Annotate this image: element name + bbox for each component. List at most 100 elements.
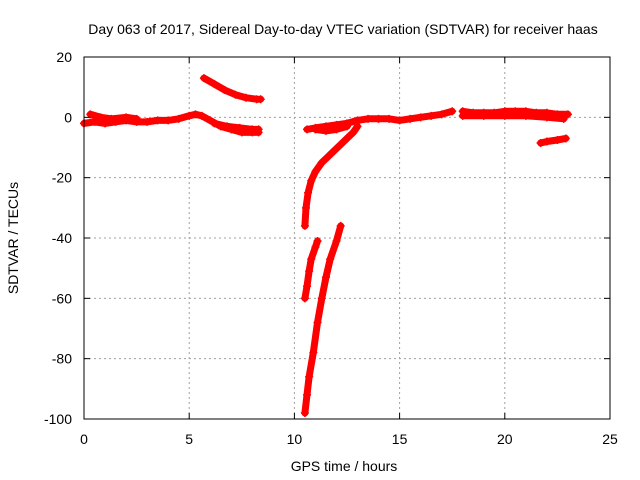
data-point — [353, 116, 362, 125]
data-point — [479, 111, 488, 120]
data-point — [307, 255, 316, 264]
data-point — [197, 111, 206, 120]
data-point — [448, 107, 457, 116]
x-tick-label: 5 — [185, 431, 193, 447]
x-tick-label: 0 — [80, 431, 88, 447]
series-band — [301, 122, 361, 230]
data-point — [542, 113, 551, 122]
data-point — [324, 152, 333, 161]
data-point — [317, 294, 326, 303]
y-tick-label: -80 — [52, 351, 72, 367]
data-point — [307, 176, 316, 185]
data-point — [330, 146, 339, 155]
data-point — [349, 128, 358, 137]
series-layer — [80, 74, 572, 417]
data-point — [235, 123, 244, 132]
data-point — [343, 122, 351, 131]
y-tick-label: -40 — [52, 230, 72, 246]
x-axis-label: GPS time / hours — [291, 458, 398, 474]
series-track-l — [536, 134, 570, 147]
ticks: 0 5 10 15 20 25 20 0 -20 -40 -60 -80 -100 — [44, 49, 618, 447]
data-point — [303, 390, 312, 399]
data-point — [313, 237, 322, 246]
data-point — [332, 237, 341, 246]
data-point — [164, 116, 173, 125]
series-track-a — [80, 110, 263, 137]
data-point — [536, 138, 545, 147]
data-point — [336, 140, 345, 149]
y-tick-label: -100 — [44, 411, 72, 427]
y-tick-label: 0 — [64, 109, 72, 125]
data-point — [90, 117, 99, 126]
data-point — [437, 110, 446, 119]
data-point — [521, 111, 530, 120]
data-point — [458, 111, 467, 120]
data-point — [86, 110, 95, 119]
series-track-d — [210, 119, 263, 134]
series-track-b — [86, 110, 141, 123]
data-point — [303, 125, 312, 134]
data-point — [561, 134, 570, 143]
data-point — [231, 90, 240, 99]
x-tick-label: 10 — [287, 431, 303, 447]
data-point — [185, 111, 194, 120]
data-point — [210, 80, 219, 89]
data-point — [311, 243, 320, 252]
y-tick-label: -60 — [52, 290, 72, 306]
data-point — [220, 86, 229, 95]
data-point — [304, 188, 313, 197]
series-track-f — [300, 237, 322, 303]
data-point — [374, 114, 383, 123]
data-point — [542, 137, 551, 146]
series-band — [311, 122, 351, 135]
data-point — [301, 203, 310, 212]
data-point — [326, 255, 335, 264]
data-point — [563, 110, 572, 119]
data-point — [427, 111, 436, 120]
data-point — [309, 348, 318, 357]
chart-title: Day 063 of 2017, Sidereal Day-to-day VTE… — [88, 21, 597, 37]
data-point — [191, 110, 200, 119]
x-tick-label: 20 — [497, 431, 513, 447]
data-point — [385, 114, 394, 123]
series-track-c — [199, 74, 265, 104]
data-point — [336, 221, 345, 230]
data-point — [153, 116, 162, 125]
data-point — [143, 117, 152, 126]
data-point — [96, 113, 105, 122]
x-tick-label: 15 — [392, 431, 408, 447]
y-axis-label: SDTVAR / TECUs — [5, 182, 21, 294]
data-point — [300, 294, 309, 303]
data-point — [199, 74, 208, 83]
series-band — [301, 222, 345, 417]
y-tick-label: 20 — [56, 49, 72, 65]
data-point — [313, 318, 322, 327]
data-point — [107, 114, 116, 123]
data-point — [122, 113, 131, 122]
data-point — [317, 158, 326, 167]
x-tick-label: 25 — [602, 431, 618, 447]
data-point — [254, 125, 263, 134]
data-point — [321, 126, 330, 135]
data-point — [395, 116, 404, 125]
series-band — [200, 74, 265, 103]
data-point — [321, 273, 330, 282]
data-point — [300, 408, 309, 417]
data-point — [305, 267, 314, 276]
data-point — [242, 93, 251, 102]
data-point — [416, 113, 425, 122]
data-point — [364, 114, 373, 123]
data-point — [132, 114, 141, 123]
data-point — [500, 111, 509, 120]
data-point — [223, 122, 232, 131]
data-point — [174, 114, 183, 123]
data-point — [311, 125, 320, 134]
data-point — [256, 95, 265, 104]
data-point — [303, 282, 312, 291]
data-point — [332, 125, 341, 134]
data-point — [559, 114, 568, 123]
data-point — [343, 134, 351, 143]
y-tick-label: -20 — [52, 170, 72, 186]
data-point — [406, 114, 415, 123]
